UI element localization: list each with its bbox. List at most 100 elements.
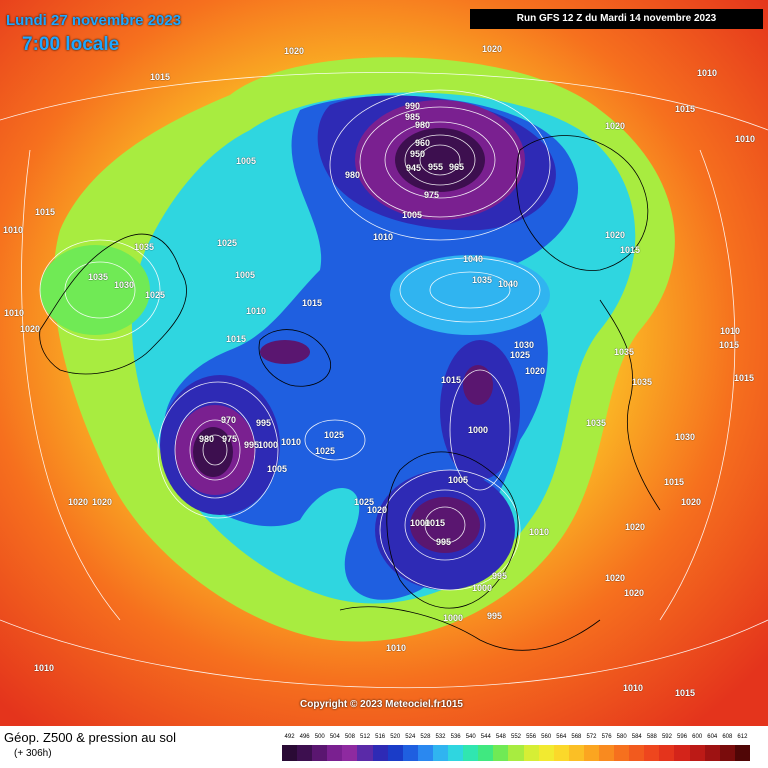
isobar-label: 990 — [405, 101, 421, 111]
isobar-label: 1010 — [246, 306, 267, 316]
scale-tick-label: 496 — [299, 734, 310, 740]
scale-swatch — [598, 745, 615, 761]
scale-tick-label: 596 — [677, 734, 688, 740]
scale-swatch — [583, 745, 599, 761]
scale-swatch — [493, 745, 509, 761]
isobar-label: 1015 — [302, 298, 323, 308]
scale-swatch — [689, 745, 705, 761]
isobar-label: 1010 — [3, 225, 24, 235]
isobar-label: 1035 — [586, 418, 607, 428]
isobar-label: 1015 — [675, 688, 696, 698]
isobar-label: 995 — [244, 440, 260, 450]
isobar-label: 980 — [345, 170, 361, 180]
isobar-label: 1020 — [681, 497, 702, 507]
scale-swatch — [523, 745, 539, 761]
scale-tick-label: 604 — [707, 734, 718, 740]
isobar-label: 1005 — [235, 270, 256, 280]
isobar-label: 1025 — [217, 238, 238, 248]
scale-tick-label: 580 — [616, 734, 627, 740]
low-east — [440, 340, 520, 480]
forecast-date: Lundi 27 novembre 2023 — [6, 12, 182, 29]
high-cyan — [390, 255, 550, 335]
scale-tick-label: 540 — [465, 734, 476, 740]
isobar-label: 980 — [199, 434, 215, 444]
isobar-label: 1035 — [614, 347, 635, 357]
isobar-label: 1010 — [623, 683, 644, 693]
scale-swatch — [432, 745, 449, 761]
high-green — [40, 245, 150, 335]
isobar-label: 1015 — [425, 518, 446, 528]
copyright: Copyright © 2023 Meteociel.fr1015 — [300, 699, 463, 710]
isobar-label: 1015 — [719, 340, 740, 350]
map-title: Géop. Z500 & pression au sol — [4, 730, 176, 745]
isobar-label: 1005 — [448, 475, 469, 485]
scale-swatch — [568, 745, 584, 761]
isobar-label: 960 — [415, 138, 431, 148]
scale-tick-label: 572 — [586, 734, 597, 740]
scale-swatch — [659, 745, 675, 761]
isobar-label: 1040 — [463, 254, 484, 264]
scale-tick-label: 612 — [737, 734, 748, 740]
isobar-label: 945 — [406, 163, 422, 173]
scale-swatch — [478, 745, 494, 761]
isobar-label: 975 — [424, 190, 440, 200]
isobar-label: 1020 — [605, 230, 626, 240]
isobar-label: 1015 — [150, 72, 171, 82]
scale-swatch — [342, 745, 358, 761]
scale-swatch — [327, 745, 343, 761]
scale-tick-label: 552 — [510, 734, 522, 740]
isobar-label: 950 — [410, 149, 426, 159]
isobar-label: 1020 — [605, 121, 626, 131]
weather-map — [0, 0, 768, 726]
color-scale-bar — [282, 745, 750, 761]
isobar-label: 1010 — [4, 308, 25, 318]
isobar-label: 1035 — [472, 275, 493, 285]
color-scale-labels: 492 496 500 504 508 512 516 520 524 528 532 536 540 5… — [282, 734, 750, 744]
scale-swatch — [644, 745, 660, 761]
scale-swatch — [387, 745, 403, 761]
scale-tick-label: 492 — [284, 734, 295, 740]
isobar-label: 1035 — [134, 242, 155, 252]
scale-tick-label: 588 — [646, 734, 657, 740]
scale-tick-label: 536 — [450, 734, 461, 740]
isobar-label: 1005 — [267, 464, 288, 474]
isobar-label: 1035 — [632, 377, 653, 387]
isobar-label: 1010 — [697, 68, 718, 78]
isobar-label: 1000 — [443, 613, 464, 623]
isobar-label: 1010 — [720, 326, 741, 336]
isobar-label: 1020 — [624, 588, 645, 598]
isobar-label: 1010 — [386, 643, 407, 653]
scale-tick-label: 560 — [541, 734, 552, 740]
isobar-label: 975 — [222, 434, 238, 444]
scale-swatch — [282, 745, 298, 761]
isobar-label: 1030 — [514, 340, 535, 350]
isobar-label: 1005 — [402, 210, 423, 220]
isobar-label: 1035 — [88, 272, 109, 282]
isobar-label: 1020 — [284, 46, 305, 56]
isobar-label: 1015 — [734, 373, 755, 383]
isobar-label: 1025 — [354, 497, 375, 507]
forecast-time: 7:00 locale — [22, 34, 120, 55]
scale-swatch — [629, 745, 645, 761]
low-west-core — [193, 427, 233, 477]
scale-swatch — [553, 745, 569, 761]
scale-tick-label: 512 — [360, 734, 371, 740]
isobar-label: 980 — [415, 120, 431, 130]
scale-swatch — [448, 745, 464, 761]
isobar-label: 1020 — [625, 522, 646, 532]
isobar-label: 995 — [492, 571, 508, 581]
scale-tick-label: 568 — [571, 734, 582, 740]
scale-swatch — [417, 745, 433, 761]
isobar-label: 1025 — [315, 446, 336, 456]
low-small — [260, 340, 310, 364]
isobar-label: 985 — [405, 112, 421, 122]
isobar-label: 1015 — [441, 375, 462, 385]
isobar-label: 970 — [221, 415, 237, 425]
scale-swatch — [719, 745, 735, 761]
isobar-label: 1010 — [281, 437, 302, 447]
isobar-label: 1040 — [498, 279, 519, 289]
isobar-label: 1015 — [675, 104, 696, 114]
isobar-label: 1010 — [529, 527, 550, 537]
isobar-label: 995 — [436, 537, 452, 547]
scale-tick-label: 504 — [329, 734, 340, 740]
